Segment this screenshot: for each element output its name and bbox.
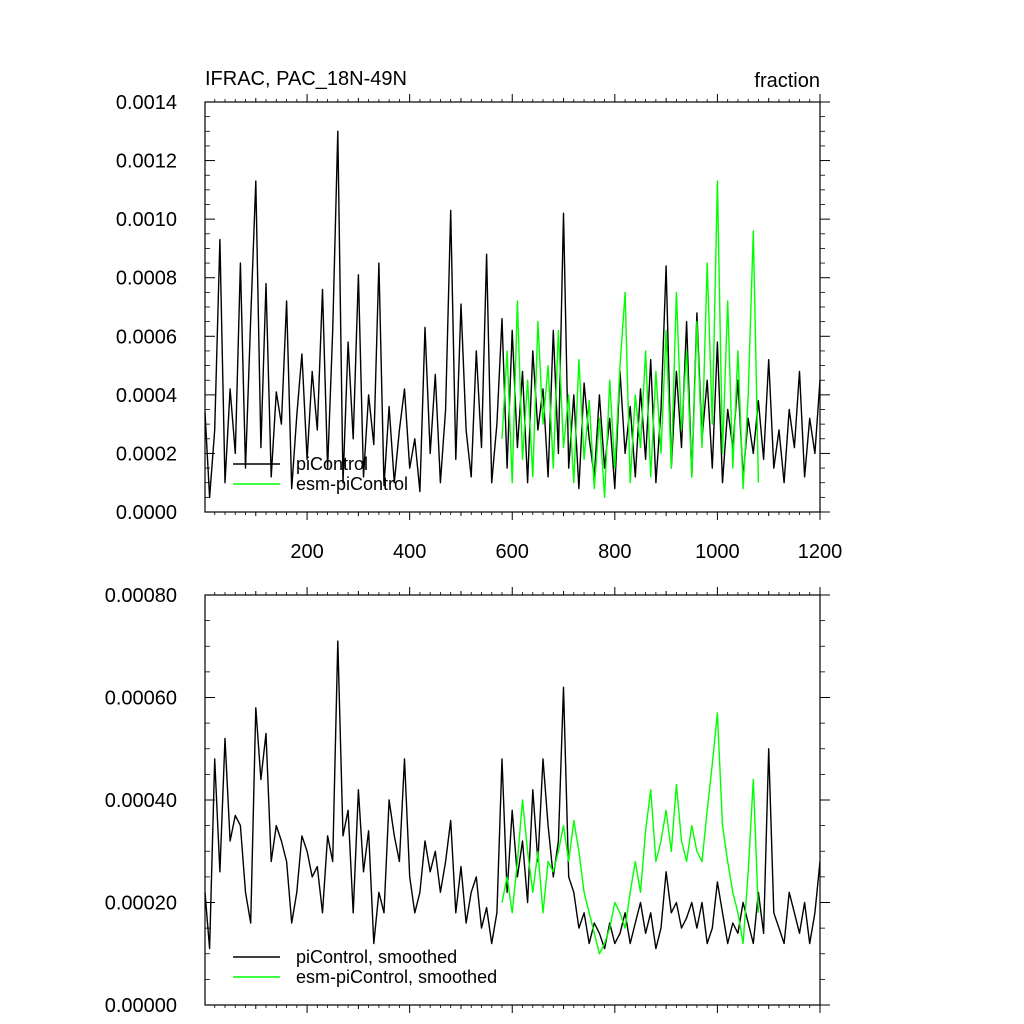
y-tick-label: 0.0012 xyxy=(116,151,177,173)
y-tick-label: 0.0014 xyxy=(116,92,177,114)
y-tick-label: 0.00060 xyxy=(105,688,177,710)
plot-frame-bottom xyxy=(204,594,821,1006)
series-line-picontrol xyxy=(204,130,821,499)
y-tick-label: 0.0006 xyxy=(116,326,177,348)
x-tick-label: 600 xyxy=(496,541,529,563)
bottom-panel: 0.00000 0.00020 0.00040 0.00060 0.00080 piCo… xyxy=(105,585,830,1017)
legend-label: esm-piControl xyxy=(296,474,408,494)
legend-label: piControl xyxy=(296,454,368,474)
y-tick-label: 0.00040 xyxy=(105,790,177,812)
x-tick-label: 1000 xyxy=(695,541,740,563)
series-line-esm-picontrol-smoothed xyxy=(501,712,760,955)
legend-label: esm-piControl, smoothed xyxy=(296,967,497,987)
panel-title-left: IFRAC, PAC_18N-49N xyxy=(205,68,407,90)
series-line-picontrol-smoothed xyxy=(204,640,821,950)
x-tick-label: 200 xyxy=(290,541,323,563)
y-tick-label: 0.00020 xyxy=(105,893,177,915)
y-tick-label: 0.00000 xyxy=(105,995,177,1017)
y-tick-label: 0.0008 xyxy=(116,268,177,290)
x-tick-label: 1200 xyxy=(798,541,843,563)
y-tick-label: 0.0000 xyxy=(116,502,177,524)
y-tick-label: 0.00080 xyxy=(105,585,177,607)
top-panel: IFRAC, PAC_18N-49N fraction 200 400 600 800… xyxy=(116,68,842,563)
legend-label: piControl, smoothed xyxy=(296,947,457,967)
plot-frame-top xyxy=(204,101,821,513)
series-line-esm-picontrol xyxy=(501,180,760,499)
y-tick-label: 0.0004 xyxy=(116,385,177,407)
y-tick-label: 0.0010 xyxy=(116,209,177,231)
x-tick-label: 400 xyxy=(393,541,426,563)
x-tick-label: 800 xyxy=(598,541,631,563)
panel-title-units: fraction xyxy=(754,70,820,92)
y-tick-label: 0.0002 xyxy=(116,443,177,465)
